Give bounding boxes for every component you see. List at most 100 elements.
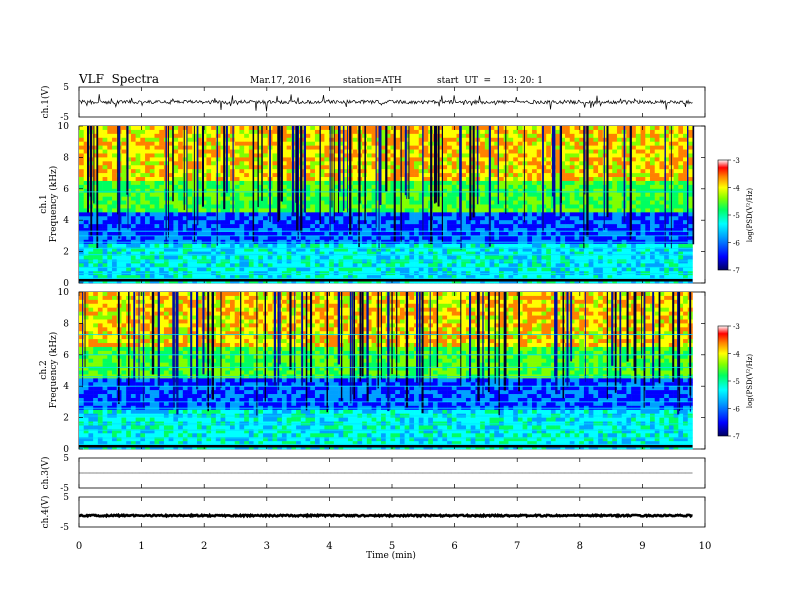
spectrogram-cell: [88, 263, 94, 268]
spectrogram-cell: [324, 224, 330, 229]
spectrogram-cell: [258, 169, 264, 174]
spectrogram-cell: [546, 149, 552, 154]
spectrogram-cell: [149, 243, 155, 248]
spectrogram-cell: [461, 251, 467, 256]
spectrogram-cell: [314, 212, 320, 217]
spectrogram-cell: [182, 145, 188, 150]
spectrogram-cell: [314, 235, 320, 241]
spectrogram-cell: [456, 275, 462, 280]
spectrogram-cell: [654, 161, 660, 166]
spectrogram-cell: [494, 161, 500, 166]
spectrogram-cell: [664, 220, 670, 225]
spectrogram-cell: [494, 184, 500, 190]
spectrogram-cell: [234, 220, 240, 225]
spectrogram-cell: [414, 161, 420, 166]
spectrogram-cell: [366, 157, 372, 162]
spectrogram-cell: [220, 251, 226, 256]
spectrogram-cell: [225, 220, 231, 225]
spectrogram-cell: [602, 192, 608, 197]
spectrogram-cell: [442, 235, 448, 241]
spectrogram-cell: [215, 145, 221, 150]
spectrogram-cell: [555, 208, 561, 213]
spectrogram-cell: [489, 192, 495, 197]
spectrogram-cell: [215, 196, 221, 201]
spectrogram-cell: [541, 169, 547, 174]
spectrogram-cell: [456, 161, 462, 166]
spectrogram-cell: [465, 165, 471, 170]
spectrogram-cell: [93, 204, 99, 209]
spectrogram-cell: [437, 141, 443, 146]
spectrogram-cell: [112, 153, 118, 158]
spectrogram-cell: [145, 255, 151, 260]
spectrogram-cell: [489, 145, 495, 150]
spectrogram-cell: [503, 259, 509, 264]
spectrogram-cell: [140, 220, 146, 225]
spectrogram-cell: [451, 255, 457, 260]
spectrogram-cell: [650, 204, 656, 209]
spectrogram-cell: [239, 129, 245, 135]
spectrogram-cell: [645, 263, 651, 268]
spectrogram-cell: [371, 137, 377, 142]
spectrogram-cell: [423, 145, 429, 150]
spectrogram-cell: [281, 129, 287, 135]
spectrogram-cell: [206, 204, 212, 209]
spectrogram-cell: [390, 259, 396, 264]
spectrogram-cell: [248, 216, 254, 221]
spectrogram-cell: [423, 204, 429, 209]
spectrogram-cell: [338, 161, 344, 166]
spectrogram-cell: [338, 200, 344, 205]
spectrogram-cell: [489, 208, 495, 213]
spectrogram-cell: [532, 231, 538, 237]
spectrogram-cell: [248, 192, 254, 197]
spectrogram-cell: [494, 216, 500, 221]
spectrogram-cell: [451, 235, 457, 241]
spectrogram-cell: [187, 267, 193, 272]
spectrogram-cell: [206, 243, 212, 248]
spectrogram-cell: [220, 129, 226, 135]
spectrogram-cell: [182, 220, 188, 225]
spectrogram-cell: [532, 177, 538, 182]
spectrogram-cell: [149, 216, 155, 221]
spectrogram-cell: [258, 157, 264, 162]
spectrogram-cell: [480, 208, 486, 213]
spectrogram-cell: [107, 184, 113, 190]
spectrogram-cell: [451, 184, 457, 190]
spectrogram-cell: [211, 251, 217, 256]
spectrogram-cell: [602, 216, 608, 221]
spectrogram-cell: [574, 220, 580, 225]
spectrogram-cell: [201, 200, 207, 205]
spectrogram-cell: [390, 157, 396, 162]
spectrogram-cell: [305, 177, 311, 182]
spectrogram-cell: [343, 216, 349, 221]
spectrogram-cell: [390, 169, 396, 174]
spectrogram-cell: [248, 200, 254, 205]
spectrogram-cell: [145, 247, 151, 252]
spectrogram-cell: [381, 196, 387, 201]
spectrogram-cell: [352, 212, 358, 217]
spectrogram-cell: [508, 173, 514, 178]
spectrogram-cell: [305, 192, 311, 197]
spectrogram-cell: [428, 259, 434, 264]
spectrogram-cell: [385, 165, 391, 170]
spectrogram-cell: [196, 200, 202, 205]
spectrogram-cell: [508, 216, 514, 221]
spectrogram-cell: [281, 200, 287, 205]
spectrogram-cell: [513, 263, 519, 268]
spectrogram-cell: [546, 251, 552, 256]
spectrogram-cell: [149, 157, 155, 162]
spectrogram-cell: [598, 204, 604, 209]
spectrogram-cell: [112, 228, 118, 233]
spectrogram-cell: [621, 263, 627, 268]
spectrogram-cell: [414, 177, 420, 182]
spectrogram-cell: [437, 129, 443, 135]
spectrogram-cell: [470, 255, 476, 260]
spectrogram-cell: [465, 133, 471, 139]
spectrogram-cell: [664, 188, 670, 194]
spectrogram-cell: [314, 137, 320, 142]
spectrogram-cell: [437, 200, 443, 205]
spectrogram-cell: [513, 208, 519, 213]
spectrogram-cell: [409, 177, 415, 182]
spectrogram-cell: [423, 216, 429, 221]
spectrogram-cell: [154, 165, 160, 170]
spectrogram-cell: [437, 126, 443, 131]
